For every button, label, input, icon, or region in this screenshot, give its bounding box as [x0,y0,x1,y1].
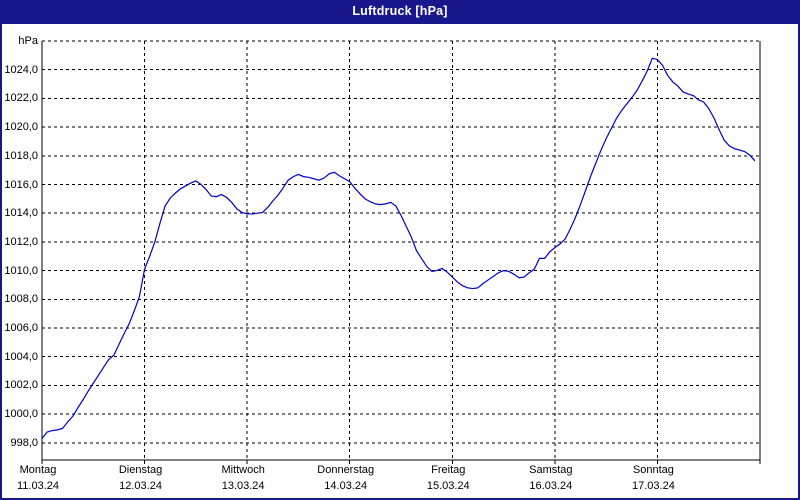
x-day-name: Donnerstag [317,464,375,476]
x-day-date: 14.03.24 [324,480,368,492]
y-tick-label: 1014,0 [4,207,38,220]
x-day-date: 11.03.24 [16,480,59,492]
pressure-line [41,57,756,439]
title-bar[interactable]: Luftdruck [hPa] [0,0,800,24]
x-day-date: 15.03.24 [426,480,470,492]
x-day-name: Sonntag [632,464,674,476]
window-title: Luftdruck [hPa] [352,4,448,18]
y-tick-label: 1020,0 [4,121,38,134]
y-tick-label: 1000,0 [4,408,38,421]
y-tick-label: 1004,0 [4,350,38,363]
y-tick-label: 1010,0 [4,264,38,277]
x-day-label-group: Donnerstag 14.03.24 [291,464,401,493]
y-tick-label: 1002,0 [4,379,38,392]
y-axis-unit-label: hPa [18,35,38,47]
x-day-name: Freitag [431,464,466,476]
y-tick-label: 1016,0 [4,178,38,191]
x-day-label-group: Montag 11.03.24 [0,464,93,493]
y-tick-label: 1012,0 [4,235,38,248]
x-day-date: 17.03.24 [632,480,675,492]
x-day-label-group: Freitag 15.03.24 [393,464,503,493]
x-day-date: 13.03.24 [221,480,265,492]
x-day-label-group: Sonntag 17.03.24 [598,464,708,493]
y-tick-label: 1024,0 [4,63,38,76]
x-day-date: 12.03.24 [119,480,162,492]
y-tick-label: 998,0 [10,436,38,449]
x-day-name: Mittwoch [221,464,265,476]
y-tick-label: 1008,0 [4,293,38,306]
x-day-date: 16.03.24 [529,480,573,492]
x-day-label-group: Mittwoch 13.03.24 [188,464,298,493]
x-day-label-group: Dienstag 12.03.24 [86,464,196,493]
y-tick-label: 1006,0 [4,322,38,334]
y-tick-label: 1022,0 [4,92,38,105]
y-tick-label: 1018,0 [4,149,38,162]
x-day-name: Montag [19,464,57,476]
x-day-name: Samstag [529,464,573,476]
x-day-name: Dienstag [118,464,163,476]
x-day-label-group: Samstag 16.03.24 [496,464,606,493]
